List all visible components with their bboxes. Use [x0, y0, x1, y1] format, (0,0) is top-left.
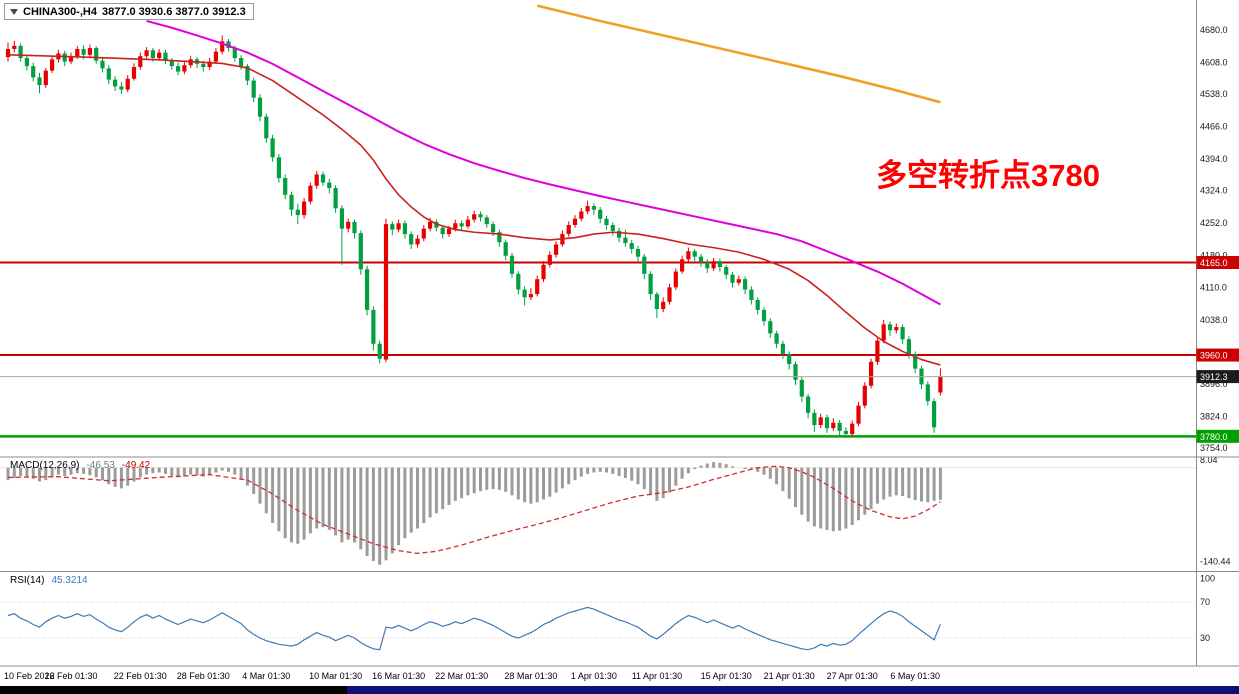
svg-text:4165.0: 4165.0 — [1200, 258, 1228, 268]
svg-text:4394.0: 4394.0 — [1200, 154, 1228, 164]
price-axis[interactable]: 4680.0 4608.0 4538.0 4466.0 4394.0 4324.0 4252… — [1196, 0, 1239, 666]
rsi-name: RSI(14) — [10, 575, 45, 586]
svg-text:4608.0: 4608.0 — [1200, 58, 1228, 68]
main-price-panel[interactable] — [0, 4, 1196, 439]
rsi-value: 45.3214 — [51, 575, 88, 586]
svg-text:4680.0: 4680.0 — [1200, 25, 1228, 35]
taskbar-strip — [0, 686, 1239, 694]
annotation-text: 多空转折点3780 — [876, 158, 1100, 193]
rsi-panel[interactable] — [0, 601, 1196, 651]
svg-text:3754.0: 3754.0 — [1200, 443, 1228, 453]
symbol-ohlc-values: 3877.0 3930.6 3877.0 3912.3 — [101, 5, 246, 18]
svg-text:-140.44: -140.44 — [1200, 557, 1231, 567]
svg-text:11 Apr 01:30: 11 Apr 01:30 — [632, 671, 682, 681]
svg-text:16 Feb 01:30: 16 Feb 01:30 — [44, 671, 97, 681]
svg-text:100: 100 — [1200, 574, 1215, 584]
svg-text:30: 30 — [1200, 633, 1210, 643]
svg-text:10 Mar 01:30: 10 Mar 01:30 — [309, 671, 362, 681]
svg-text:3824.0: 3824.0 — [1200, 411, 1228, 421]
svg-text:15 Apr 01:30: 15 Apr 01:30 — [701, 671, 752, 681]
svg-text:28 Mar 01:30: 28 Mar 01:30 — [504, 671, 557, 681]
svg-text:4180.0: 4180.0 — [1200, 251, 1228, 261]
svg-text:4324.0: 4324.0 — [1200, 186, 1228, 196]
macd-label: MACD(12,26,9) -46.53 -49.42 — [10, 460, 150, 471]
svg-text:3780.0: 3780.0 — [1200, 432, 1228, 442]
svg-text:1 Apr 01:30: 1 Apr 01:30 — [571, 671, 617, 681]
svg-text:70: 70 — [1200, 597, 1210, 607]
svg-text:3896.0: 3896.0 — [1200, 379, 1228, 389]
svg-text:22 Feb 01:30: 22 Feb 01:30 — [114, 671, 167, 681]
macd-panel[interactable] — [0, 462, 1196, 565]
rsi-label: RSI(14) 45.3214 — [10, 575, 88, 586]
svg-text:10 Feb 2022: 10 Feb 2022 — [4, 671, 55, 681]
svg-text:3960.0: 3960.0 — [1200, 351, 1228, 361]
svg-text:4 Mar 01:30: 4 Mar 01:30 — [242, 671, 290, 681]
svg-text:4538.0: 4538.0 — [1200, 89, 1228, 99]
svg-text:8.04: 8.04 — [1200, 455, 1218, 465]
svg-text:21 Apr 01:30: 21 Apr 01:30 — [764, 671, 815, 681]
svg-text:27 Apr 01:30: 27 Apr 01:30 — [827, 671, 878, 681]
svg-text:4466.0: 4466.0 — [1200, 122, 1228, 132]
macd-value-main: -46.53 — [86, 460, 115, 471]
macd-value-signal: -49.42 — [121, 460, 151, 471]
svg-text:16 Mar 01:30: 16 Mar 01:30 — [372, 671, 425, 681]
svg-text:4038.0: 4038.0 — [1200, 315, 1228, 325]
svg-text:4252.0: 4252.0 — [1200, 218, 1228, 228]
svg-text:4110.0: 4110.0 — [1200, 282, 1227, 292]
svg-text:3912.3: 3912.3 — [1200, 372, 1228, 382]
quick-trade-arrow-icon[interactable] — [10, 8, 18, 15]
svg-text:6 May 01:30: 6 May 01:30 — [890, 671, 940, 681]
svg-text:28 Feb 01:30: 28 Feb 01:30 — [177, 671, 230, 681]
symbol-info: CHINA300-,H4 3877.0 3930.6 3877.0 3912.3 — [4, 3, 254, 20]
taskbar-right-segment — [347, 686, 1239, 694]
macd-name: MACD(12,26,9) — [10, 460, 80, 471]
taskbar-left-segment — [0, 686, 347, 694]
symbol-title: CHINA300-,H4 — [23, 5, 97, 18]
svg-text:22 Mar 01:30: 22 Mar 01:30 — [435, 671, 488, 681]
